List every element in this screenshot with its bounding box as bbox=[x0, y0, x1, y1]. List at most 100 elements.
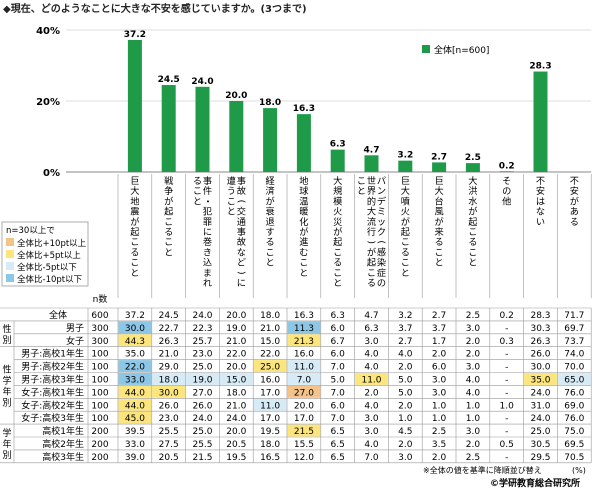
highlight-cell bbox=[287, 334, 321, 347]
highlight-cell bbox=[557, 373, 591, 385]
bar bbox=[161, 85, 176, 172]
bar-value-label: 0.2 bbox=[499, 161, 515, 171]
category-char: と bbox=[357, 186, 366, 197]
category-char: が bbox=[570, 195, 579, 207]
bar-value-label: 28.3 bbox=[529, 62, 551, 72]
table-cell: 35.0 bbox=[125, 350, 145, 360]
category-char: 他 bbox=[502, 195, 511, 207]
highlight-cell bbox=[253, 360, 287, 372]
highlight-cell bbox=[219, 373, 253, 385]
table-cell: - bbox=[505, 427, 508, 437]
category-char: こ bbox=[401, 237, 410, 248]
table-cell: 30.0 bbox=[530, 363, 550, 373]
category-char: こ bbox=[435, 247, 444, 258]
category-char: 事 bbox=[237, 175, 246, 187]
category-char: 起 bbox=[468, 217, 477, 228]
table-cell: 26.0 bbox=[530, 350, 550, 360]
table-cell: 3.7 bbox=[398, 324, 412, 334]
category-char: が bbox=[164, 195, 173, 207]
highlight-cell bbox=[152, 373, 186, 385]
table-cell: 21.0 bbox=[159, 350, 179, 360]
table-cell: 25.0 bbox=[192, 363, 212, 373]
bar bbox=[398, 160, 413, 172]
table-cell: 26.3 bbox=[530, 337, 550, 347]
table-cell: 25.5 bbox=[159, 427, 179, 437]
category-char: ・ bbox=[202, 197, 213, 206]
row-label: 女子 bbox=[66, 335, 84, 347]
bar-value-label: 2.7 bbox=[431, 152, 447, 162]
bar bbox=[499, 171, 514, 172]
highlight-cell bbox=[287, 360, 321, 372]
category-char: ど bbox=[237, 258, 246, 269]
category-char: ま bbox=[203, 268, 212, 279]
table-cell: 11.0 bbox=[260, 401, 280, 411]
table-cell: 1.7 bbox=[432, 337, 446, 347]
table-cell: - bbox=[505, 414, 508, 424]
table-cell: 22.3 bbox=[192, 324, 212, 334]
table-cell: 26.3 bbox=[159, 337, 179, 347]
table-cell: 1.0 bbox=[466, 401, 481, 411]
table-cell: 15.0 bbox=[226, 376, 246, 386]
category-char: そ bbox=[502, 176, 511, 187]
highlight-cell bbox=[524, 373, 557, 385]
table-cell: - bbox=[505, 363, 508, 373]
table-cell: 2.0 bbox=[432, 350, 447, 360]
highlight-cell bbox=[152, 385, 186, 398]
highlight-cell bbox=[287, 424, 321, 437]
bar bbox=[330, 149, 345, 172]
category-char: 模 bbox=[333, 195, 342, 207]
table-cell: 21.0 bbox=[226, 401, 246, 411]
category-char: こ bbox=[299, 258, 308, 269]
category-char: と bbox=[435, 258, 444, 269]
table-cell: 20.0 bbox=[226, 311, 246, 321]
row-n: 100 bbox=[91, 388, 108, 398]
category-char: と bbox=[164, 247, 173, 258]
highlight-cell bbox=[253, 398, 287, 411]
table-cell: 7.0 bbox=[364, 453, 379, 463]
table-cell: 21.0 bbox=[260, 324, 280, 334]
row-label: 男子:高校2年生 bbox=[21, 361, 84, 373]
category-char: 起 bbox=[164, 207, 173, 218]
category-char: 起 bbox=[333, 237, 342, 248]
category-char: が bbox=[266, 195, 275, 207]
category-char: 争 bbox=[164, 185, 173, 197]
table-cell: 3.0 bbox=[398, 453, 413, 463]
category-char: る bbox=[468, 237, 477, 248]
highlight-cell bbox=[118, 321, 152, 334]
table-cell: 2.7 bbox=[432, 311, 446, 321]
category-char: 的 bbox=[367, 195, 376, 207]
table-cell: 5.0 bbox=[331, 376, 346, 386]
highlight-legend-label: 全体比+10pt以上 bbox=[17, 238, 87, 249]
table-cell: 76.0 bbox=[564, 388, 584, 398]
table-cell: 5.0 bbox=[398, 388, 413, 398]
category-char: 感 bbox=[377, 246, 386, 258]
table-cell: 22.0 bbox=[125, 363, 145, 373]
group-label-char: 別 bbox=[2, 397, 11, 408]
table-cell: 2.0 bbox=[364, 388, 379, 398]
table-cell: 30.5 bbox=[530, 440, 550, 450]
highlight-legend-swatch bbox=[6, 262, 14, 270]
table-cell: 44.3 bbox=[125, 337, 145, 347]
category-char: れ bbox=[203, 278, 212, 289]
category-char: な bbox=[237, 247, 246, 258]
row-n: 100 bbox=[91, 350, 108, 360]
table-cell: 70.5 bbox=[564, 453, 584, 463]
table-cell: 4.0 bbox=[364, 350, 379, 360]
table-cell: 18.0 bbox=[226, 388, 246, 398]
table-cell: 22.7 bbox=[159, 324, 179, 334]
table-cell: 22.0 bbox=[226, 350, 246, 360]
category-char: 流 bbox=[367, 216, 376, 228]
legend: 全体[n=600] bbox=[422, 44, 489, 56]
category-char: 染 bbox=[377, 257, 386, 269]
table-cell: 2.0 bbox=[432, 453, 447, 463]
chart-title: ◆現在、どのようなことに大きな不安を感じていますか。(3つまで) bbox=[3, 2, 307, 15]
category-char: 巨 bbox=[130, 176, 139, 187]
table-cell: 25.0 bbox=[192, 427, 212, 437]
category-char: と bbox=[401, 268, 410, 279]
category-char: 安 bbox=[536, 185, 545, 197]
table-cell: 11.0 bbox=[361, 376, 381, 386]
category-char: と bbox=[227, 207, 236, 218]
